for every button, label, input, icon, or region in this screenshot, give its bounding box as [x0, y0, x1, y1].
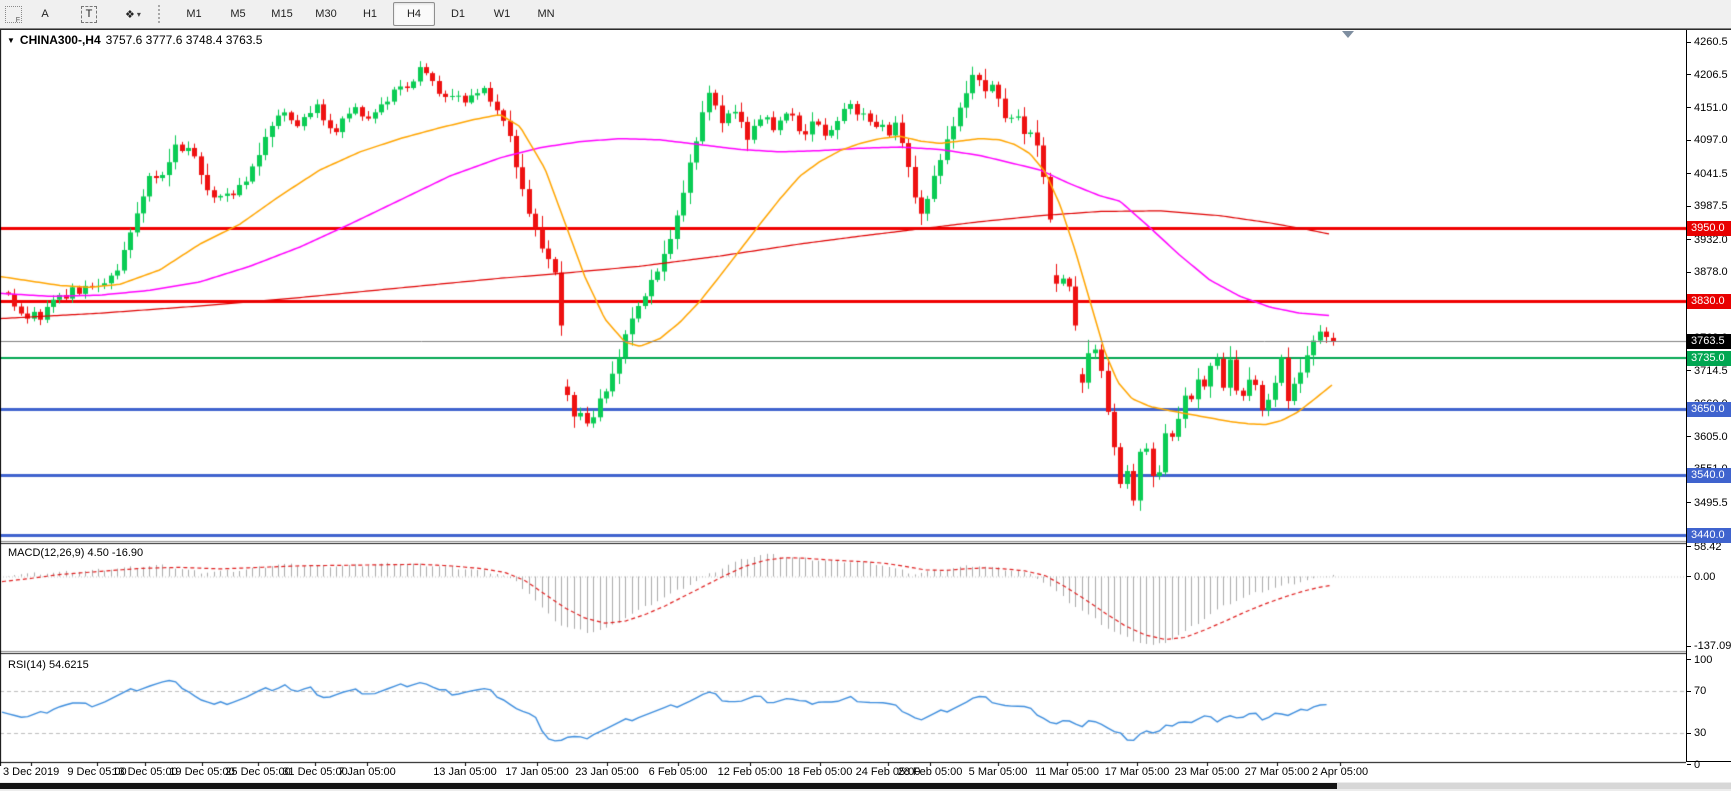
time-label: 25 Dec 05:00: [225, 766, 291, 778]
text-tool-icon: T: [80, 5, 98, 23]
time-label: 23 Jan 05:00: [575, 766, 639, 778]
objects-icon: ❖: [125, 8, 135, 21]
time-label: 24 Feb 05:00: [855, 766, 921, 778]
timeframe-toolbar: M1 M5 M15 M30 H1 H4 D1 W1 MN: [173, 2, 567, 26]
price-tag-3540.0: 3540.0: [1687, 468, 1731, 484]
timeframe-button-MN[interactable]: MN: [537, 8, 555, 20]
price-tag-3763.5: 3763.5: [1687, 333, 1731, 349]
rsi-indicator-label: RSI(14) 54.6215: [8, 659, 89, 671]
timeframe-button-W1[interactable]: W1: [493, 8, 511, 20]
price-tag-3735.0: 3735.0: [1687, 350, 1731, 366]
time-label: 3 Dec 2019: [3, 766, 60, 778]
time-label: 17 Mar 05:00: [1104, 766, 1170, 778]
time-label: 13 Dec 05:00: [112, 766, 178, 778]
timeframe-button-H4[interactable]: H4: [393, 2, 435, 26]
price-tick-3714.5: 3714.5: [1687, 364, 1728, 378]
time-label: 28 Feb 05:00: [897, 766, 963, 778]
chart-window-top-border: [0, 28, 1731, 30]
price-tick-3987.5: 3987.5: [1687, 199, 1728, 213]
price-tick-3605.0: 3605.0: [1687, 430, 1728, 444]
time-label: 7 Jan 05:00: [338, 766, 396, 778]
time-label: 13 Jan 05:00: [433, 766, 497, 778]
scrollbar-thumb[interactable]: [0, 783, 1337, 789]
timeframe-button-M1[interactable]: M1: [186, 8, 202, 20]
macd-axis-label-58.42: 58.42: [1687, 540, 1722, 554]
ohlc-values: 3757.6 3777.6 3748.4 3763.5: [105, 33, 263, 47]
macd-indicator-label: MACD(12,26,9) 4.50 -16.90: [8, 547, 144, 559]
time-axis[interactable]: 3 Dec 2019 9 Dec 05:00 13 Dec 05:00 19 Dec …: [0, 764, 1686, 782]
price-axis[interactable]: 4260.5 4206.5 4151.0 4097.0 4041.5 3987.5 3932…: [1686, 30, 1731, 771]
text-tool-button[interactable]: T: [68, 2, 110, 26]
chart-title: ▼ CHINA300-,H4 3757.6 3777.6 3748.4 3763…: [7, 33, 262, 47]
price-tick-4260.5: 4260.5: [1687, 35, 1728, 49]
price-tick-3932.0: 3932.0: [1687, 233, 1728, 247]
time-label: 17 Jan 05:00: [505, 766, 569, 778]
rsi-axis-label-0: 0: [1687, 758, 1700, 772]
macd-axis-label--137.09: -137.09: [1687, 639, 1731, 653]
objects-tool-button[interactable]: ❖ ▾: [112, 2, 154, 26]
timeframe-button-M30[interactable]: M30: [315, 8, 337, 20]
horizontal-scrollbar: [0, 782, 1731, 791]
timeframe-button-M15[interactable]: M15: [271, 8, 293, 20]
time-label: 23 Mar 05:00: [1174, 766, 1240, 778]
price-chart-canvas[interactable]: [0, 30, 1686, 766]
time-label: 19 Dec 05:00: [169, 766, 235, 778]
time-label: 2 Apr 05:00: [1311, 766, 1369, 778]
rsi-axis-label-70: 70: [1687, 684, 1706, 698]
symbol-dropdown-icon[interactable]: ▼: [7, 35, 15, 45]
macd-axis-label-0.00: 0.00: [1687, 570, 1715, 584]
font-tool-button[interactable]: A: [24, 2, 66, 26]
time-label: 27 Mar 05:00: [1244, 766, 1310, 778]
time-label: 5 Mar 05:00: [968, 766, 1028, 778]
rsi-axis-label-30: 30: [1687, 726, 1706, 740]
chart-shift-marker-icon[interactable]: [1342, 31, 1354, 38]
price-tick-4097.0: 4097.0: [1687, 133, 1728, 147]
price-tick-3495.5: 3495.5: [1687, 496, 1728, 510]
price-tag-3830.0: 3830.0: [1687, 293, 1731, 309]
toolbar-handle-icon[interactable]: F: [5, 5, 22, 24]
timeframe-button-D1[interactable]: D1: [450, 8, 466, 20]
time-label: 18 Feb 05:00: [787, 766, 853, 778]
chevron-down-icon[interactable]: ▾: [136, 9, 141, 19]
price-tick-4206.5: 4206.5: [1687, 68, 1728, 82]
price-tick-4151.0: 4151.0: [1687, 101, 1728, 115]
time-label: 6 Feb 05:00: [648, 766, 708, 778]
timeframe-button-M5[interactable]: M5: [230, 8, 246, 20]
price-tick-4041.5: 4041.5: [1687, 167, 1728, 181]
toolbar-grip[interactable]: [158, 5, 167, 23]
time-label: 11 Mar 05:00: [1034, 766, 1100, 778]
font-tool-label: A: [41, 8, 49, 20]
rsi-axis-label-100: 100: [1687, 653, 1712, 667]
toolbar-handle-label: F: [15, 16, 20, 24]
price-tag-3950.0: 3950.0: [1687, 221, 1731, 237]
time-label: 9 Dec 05:00: [67, 766, 127, 778]
time-label: 31 Dec 05:00: [282, 766, 348, 778]
price-tag-3650.0: 3650.0: [1687, 402, 1731, 418]
scrollbar-track: [1337, 783, 1731, 789]
timeframe-button-H1[interactable]: H1: [362, 8, 378, 20]
price-tag-3440.0: 3440.0: [1687, 528, 1731, 544]
time-label: 12 Feb 05:00: [717, 766, 783, 778]
price-tick-3878.0: 3878.0: [1687, 265, 1728, 279]
symbol-period-label: CHINA300-,H4: [19, 33, 101, 47]
top-toolbar: F A T ❖ ▾ M1 M5 M15 M30 H1 H4 D1 W1 MN: [0, 0, 1731, 28]
